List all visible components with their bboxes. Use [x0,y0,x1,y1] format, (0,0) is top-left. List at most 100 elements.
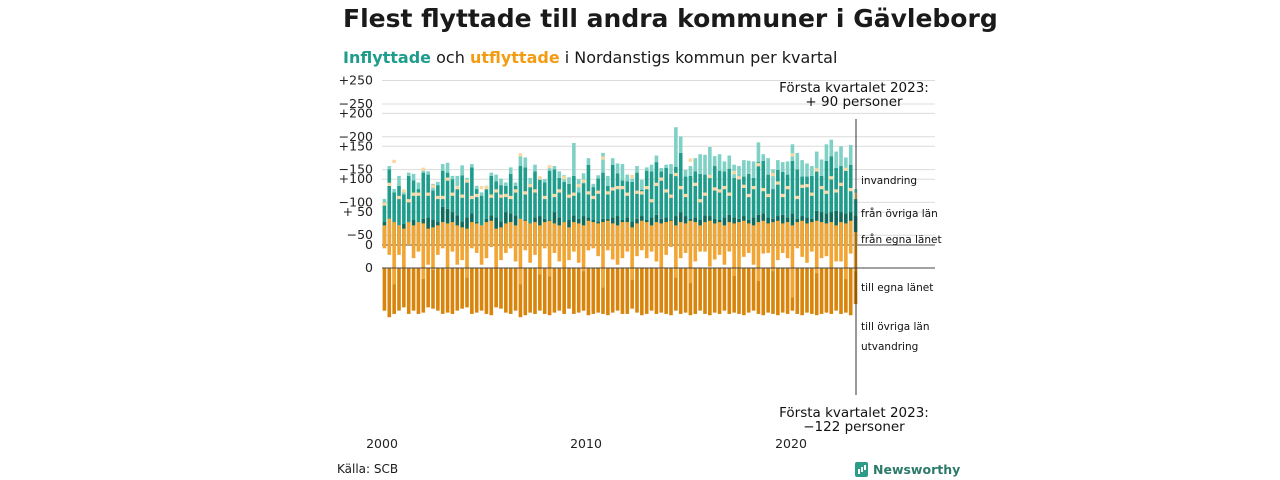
bar-out-utvandring [732,170,736,175]
bar-in-ovriga [610,164,615,218]
bar-in-ovriga [547,170,552,220]
bar-out-utvandring [712,187,717,191]
bar-out-utvandring [576,184,581,188]
bar-in-invandring [470,164,474,168]
bar-out-ovriga [698,225,702,252]
bar-out-ovriga [785,222,790,259]
bar-in-invandring [848,144,853,165]
annotation-bottom-line1: Första kvartalet 2023: [779,405,929,421]
bar-in-ovriga [581,183,586,217]
bar-in-invandring [829,139,834,157]
bar-out-ovriga [625,222,630,252]
bar-out-utvandring [649,199,654,203]
bar-in-invandring [411,173,416,181]
bar-out-ovriga [722,225,727,265]
bar-out-egna [795,268,800,314]
bar-out-ovriga [562,222,566,268]
bar-in-invandring [436,181,440,186]
bar-out-egna [693,268,698,314]
bar-out-ovriga [708,220,712,267]
bar-out-utvandring [664,189,668,193]
bar-in-ovriga [771,189,775,219]
bar-in-invandring [717,154,722,171]
bar-out-egna [397,268,401,311]
y-tick-label: −200 [339,129,373,144]
bar-out-utvandring [474,193,479,198]
y-tick-label: −250 [339,96,373,111]
bar-out-utvandring [659,177,664,181]
bar-in-ovriga [499,185,503,222]
bar-out-egna [625,268,630,314]
bar-out-ovriga [848,220,853,254]
bar-out-egna [834,268,838,311]
bar-out-egna [591,268,596,314]
bar-in-invandring [790,144,795,161]
bar-in-invandring [688,166,693,176]
source-note: Källa: SCB [337,462,399,476]
bar-out-utvandring [581,179,586,183]
bar-out-ovriga [834,225,838,262]
bar-in-ovriga [844,170,848,214]
bar-out-utvandring [698,199,702,203]
bar-in-ovriga [649,171,654,218]
bar-out-egna [402,268,406,308]
bar-in-ovriga [644,170,649,220]
bar-out-ovriga [586,220,591,251]
bar-out-egna [406,268,411,314]
bar-in-invandring [805,163,809,177]
bar-in-ovriga [518,166,523,219]
bar-in-ovriga [654,162,659,215]
bar-out-ovriga [761,220,766,254]
bar-in-ovriga [824,160,829,214]
bar-in-ovriga [776,169,780,217]
bar-out-utvandring [411,192,416,196]
bar-in-invandring [683,169,688,177]
bar-out-utvandring [494,189,498,193]
bar-out-egna [586,268,591,316]
chart-subtitle: Inflyttade och utflyttade i Nordanstigs … [343,48,837,67]
bar-out-ovriga [406,222,411,246]
bar-in-invandring [703,154,707,175]
newsworthy-logo[interactable]: Newsworthy [855,462,960,477]
bar-out-ovriga [688,220,693,284]
bar-in-invandring [591,183,596,188]
bar-in-invandring [795,152,800,170]
bar-out-egna [610,268,615,313]
bar-in-ovriga [795,169,800,219]
bar-out-ovriga [479,225,484,265]
bar-in-invandring [479,192,484,196]
bar-out-egna [737,268,741,314]
bar-out-utvandring [513,189,518,193]
bar-out-egna [538,268,542,311]
bar-in-invandring [397,175,401,186]
bar-out-egna [562,268,566,314]
x-tick-label: 2000 [366,436,398,451]
bar-out-utvandring [479,186,484,190]
bar-out-egna [581,268,586,311]
bar-out-egna [814,268,819,316]
bar-in-invandring [610,158,615,165]
bar-out-utvandring [708,174,712,179]
bar-out-utvandring [630,174,634,179]
bar-out-utvandring [523,191,528,195]
bar-out-utvandring [848,187,853,192]
bar-out-egna [654,268,659,314]
bar-out-egna [499,268,503,309]
bar-in-ovriga [805,176,809,218]
bar-in-invandring [771,169,775,190]
bar-out-egna [712,268,717,313]
bar-in-ovriga [756,162,761,215]
bar-in-invandring [780,162,785,172]
y-tick-label: +250 [339,73,373,88]
bar-out-utvandring [484,186,489,190]
bar-out-egna [596,268,600,313]
bar-in-ovriga [567,183,571,220]
bar-out-ovriga [693,222,698,262]
y-tick-label: 0 [365,237,373,252]
bar-in-ovriga [678,152,683,213]
bar-out-utvandring [586,191,591,195]
bar-out-egna [659,268,664,313]
bar-out-ovriga [421,223,426,280]
bar-out-egna [839,268,843,314]
bar-out-ovriga [484,222,489,259]
